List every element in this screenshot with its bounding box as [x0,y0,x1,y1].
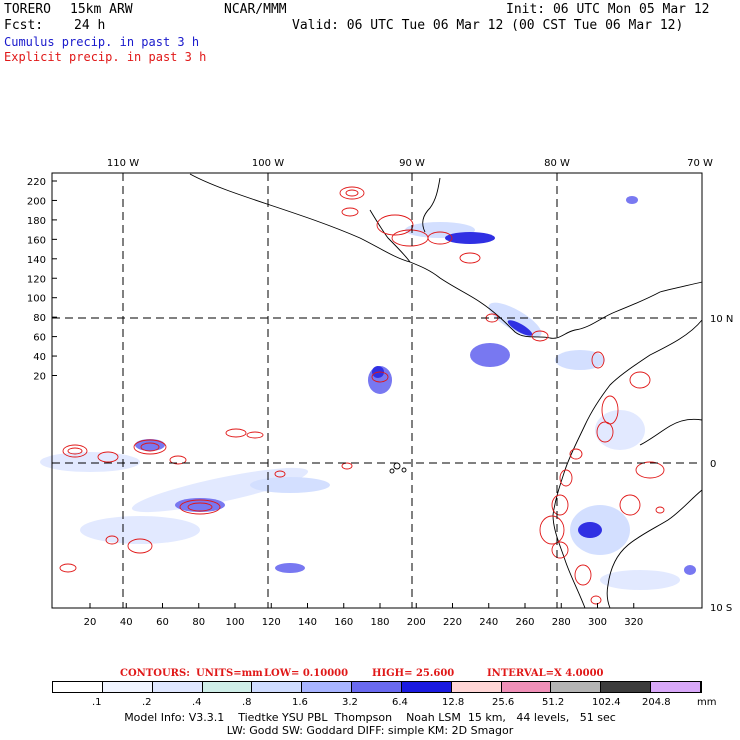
x-tick-label: 60 [156,617,169,628]
colorbar-labels: .1 .2 .4 .8 1.6 3.2 6.4 12.8 25.6 51.2 102.4 204.8 [0,696,740,708]
plot-frame [51,172,703,609]
x-tick-label: 40 [120,617,133,628]
forecast-hour: 24 h [74,18,106,33]
x-axis: 20 40 60 80 100 120 140 160 180 200 220 240 260 280 30… [84,603,643,628]
y-tick-label: 100 [27,294,46,305]
x-tick-label: 180 [370,617,389,628]
lon-label-90w: 90 W [399,158,425,169]
model-resolution: 15km ARW [70,2,133,17]
x-tick-label: 200 [407,617,426,628]
lon-label-80w: 80 W [544,158,570,169]
valid-time: Valid: 06 UTC Tue 06 Mar 12 (00 CST Tue … [292,18,684,33]
lat-label-0: 0 [710,459,716,470]
init-time: Init: 06 UTC Mon 05 Mar 12 [506,2,710,17]
cumulus-legend: Cumulus precip. in past 3 h [4,35,200,49]
x-tick-label: 100 [225,617,244,628]
y-tick-label: 180 [27,216,46,227]
colorbar-swatch [551,682,602,692]
organization: NCAR/MMM [224,2,287,17]
contours-units: UNITS=mm [196,668,263,679]
model-info-line1: Model Info: V3.3.1 Tiedtke YSU PBL Thomp… [124,711,616,724]
x-tick-label: 300 [588,617,607,628]
forecast-label: Fcst: [4,18,44,33]
colorbar-swatch [202,682,253,692]
x-tick-label: 160 [334,617,353,628]
x-tick-label: 20 [84,617,97,628]
colorbar-tick-label: .1 [92,697,102,708]
lat-label-10n: 10 N [710,314,733,325]
colorbar-swatch [152,682,203,692]
lon-label-100w: 100 W [252,158,284,169]
lon-label-70w: 70 W [687,158,713,169]
colorbar-swatch [302,682,353,692]
contours-low: LOW= 0.10000 [264,668,349,679]
model-name: TORERO [4,2,51,17]
precip-colorbar [52,681,702,693]
colorbar-tick-label: 1.6 [292,697,308,708]
colorbar-swatch [53,682,103,692]
colorbar-swatch [601,682,652,692]
coastlines [189,173,703,609]
cumulus-precip-shading [40,196,696,590]
y-tick-label: 160 [27,235,46,246]
explicit-precip-contours [59,186,665,605]
y-tick-label: 60 [33,333,46,344]
y-tick-label: 140 [27,255,46,266]
y-tick-label: 80 [33,313,46,324]
x-tick-label: 320 [624,617,643,628]
contours-high: HIGH= 25.600 [372,668,455,679]
colorbar-tick-label: 102.4 [592,697,621,708]
model-info-line2: LW: Godd SW: Goddard DIFF: simple KM: 2D… [226,724,514,737]
colorbar-swatch [651,682,701,692]
colorbar-tick-label: 12.8 [442,697,465,708]
x-tick-label: 120 [262,617,281,628]
y-tick-label: 120 [27,274,46,285]
lat-label-10s: 10 S [710,603,732,614]
colorbar-swatch [102,682,153,692]
colorbar-swatch [501,682,552,692]
colorbar-tick-label: .2 [142,697,152,708]
colorbar-tick-label: 204.8 [642,697,671,708]
x-tick-label: 240 [479,617,498,628]
contours-interval: INTERVAL=X 4.0000 [487,668,604,679]
lon-label-110w: 110 W [107,158,139,169]
colorbar-tick-label: 6.4 [392,697,408,708]
x-tick-label: 260 [515,617,534,628]
y-tick-label: 20 [33,372,46,383]
y-tick-label: 220 [27,177,46,188]
colorbar-tick-label: 51.2 [542,697,565,708]
colorbar-tick-label: 25.6 [492,697,515,708]
colorbar-swatch [451,682,502,692]
contours-label: CONTOURS: [120,668,190,679]
x-tick-label: 80 [192,617,205,628]
colorbar-swatch [252,682,303,692]
y-tick-label: 40 [33,352,46,363]
colorbar-tick-label: .8 [242,697,252,708]
colorbar-swatch [352,682,402,692]
colorbar-tick-label: .4 [192,697,202,708]
colorbar-unit: mm [697,697,717,708]
x-tick-label: 140 [298,617,317,628]
x-tick-label: 220 [443,617,462,628]
colorbar-swatch [401,682,452,692]
explicit-legend: Explicit precip. in past 3 h [4,50,207,64]
y-axis: 220 200 180 160 140 120 100 80 60 40 20 [27,177,57,383]
x-tick-label: 280 [552,617,571,628]
lat-lon-grid [52,173,702,608]
colorbar-tick-label: 3.2 [342,697,358,708]
y-tick-label: 200 [27,196,46,207]
